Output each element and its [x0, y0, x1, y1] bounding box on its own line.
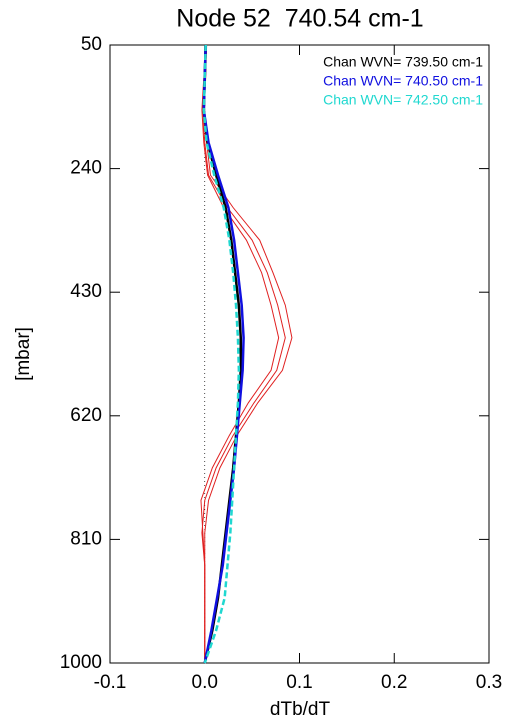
x-tick-label: 0.3 [476, 672, 502, 693]
series-line [202, 44, 241, 664]
y-tick-label: 620 [70, 405, 102, 426]
legend-entry: Chan WVN= 742.50 cm-1 [323, 92, 483, 108]
x-axis-label: dTb/dT [270, 699, 331, 720]
y-tick-label: 430 [70, 281, 102, 302]
y-tick-label: 810 [70, 528, 102, 549]
series-line [203, 44, 293, 663]
x-tick-label: 0.1 [286, 672, 312, 693]
plot-frame [109, 44, 490, 664]
legend-entry: Chan WVN= 740.50 cm-1 [323, 73, 483, 89]
x-tick-label: 0.0 [192, 672, 218, 693]
x-tick-label: 0.2 [381, 672, 407, 693]
series-line [202, 44, 245, 664]
chart-title: Node 52 740.54 cm-1 [176, 5, 423, 33]
x-tick-label: -0.1 [94, 672, 127, 693]
y-tick-label: 1000 [60, 652, 102, 673]
y-tick-label: 240 [70, 158, 102, 179]
y-axis-label: [mbar] [13, 327, 34, 381]
series-line [200, 44, 280, 663]
y-tick-label: 50 [81, 34, 102, 55]
legend-entry: Chan WVN= 739.50 cm-1 [323, 54, 483, 70]
